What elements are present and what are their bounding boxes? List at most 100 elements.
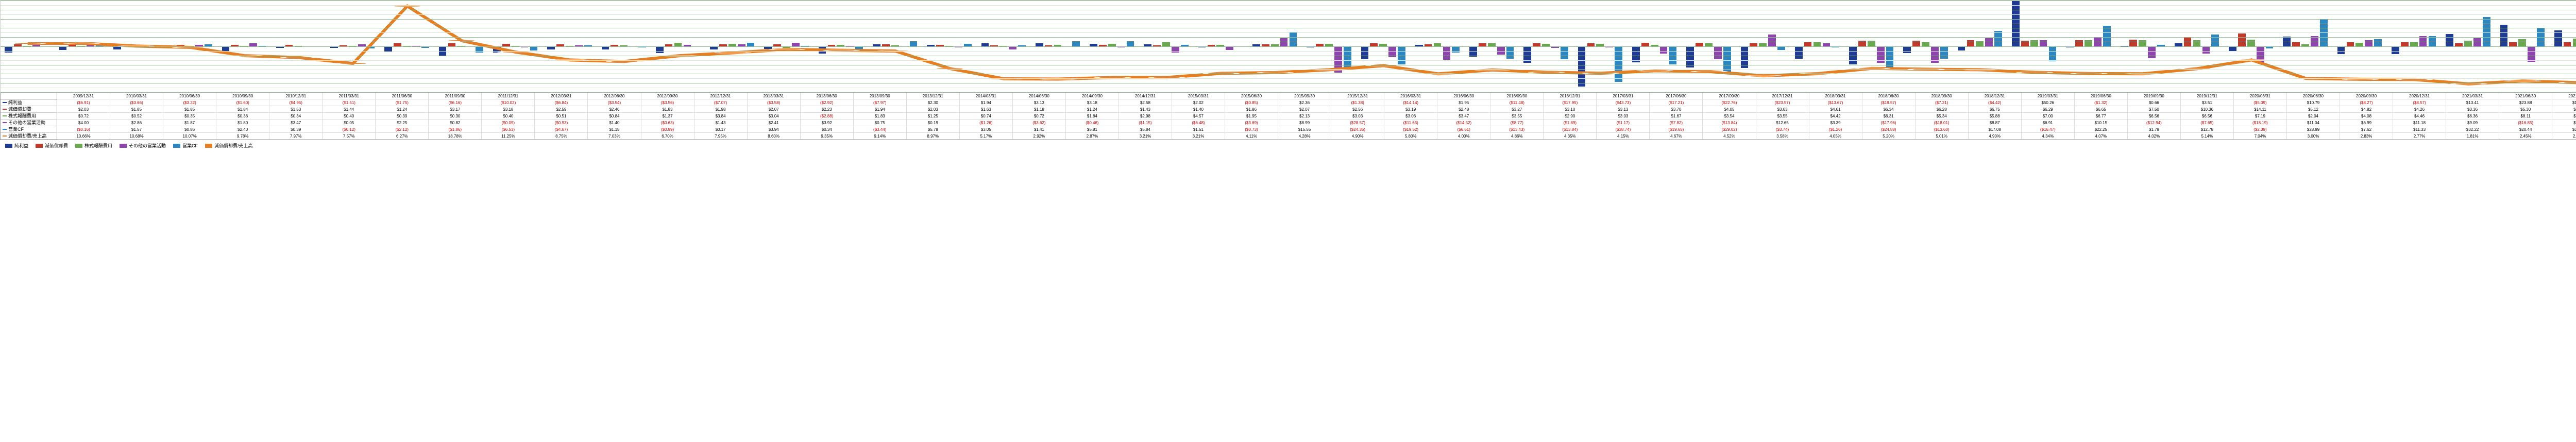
- table-col: 2010/06/30($3.22)$1.85$0.35$1.87$0.8610.…: [163, 93, 216, 140]
- table-col: 2011/06/30($1.75)$1.24$0.39$2.25($2.12)6…: [376, 93, 429, 140]
- col-header: 2015/06/30: [1225, 93, 1278, 99]
- table-cell: ($13.84): [1544, 126, 1596, 133]
- table-cell: $0.75: [854, 120, 906, 126]
- table-cell: $4.00: [57, 120, 110, 126]
- table-cell: 5.14%: [2181, 133, 2233, 140]
- table-cell: $0.19: [907, 120, 959, 126]
- table-cell: $5.30: [2499, 106, 2552, 113]
- table-cell: 4.00%: [1437, 133, 1490, 140]
- table-col: 2009/12/31($6.91)$2.03$0.72$4.00($0.16)1…: [57, 93, 110, 140]
- table-cell: $11.33: [2393, 126, 2446, 133]
- table-cell: ($6.16): [429, 99, 481, 106]
- table-cell: $1.94: [960, 99, 1012, 106]
- table-cell: $0.82: [429, 120, 481, 126]
- table-col: 2019/06/30($1.32)$6.65$6.77$10.15$22.254…: [2075, 93, 2128, 140]
- table-cell: ($3.22): [163, 99, 216, 106]
- col-header: 2017/09/30: [1703, 93, 1755, 99]
- table-cell: $1.57: [110, 126, 163, 133]
- table-cell: ($13.67): [1809, 99, 1862, 106]
- bar-sbc: [2139, 40, 2146, 46]
- table-cell: 2.77%: [2393, 133, 2446, 140]
- table-cell: ($6.48): [1172, 120, 1225, 126]
- table-cell: ($14.14): [1384, 99, 1437, 106]
- table-cell: $3.55: [1756, 113, 1809, 120]
- table-cell: $8.52: [2552, 113, 2576, 120]
- bar-dep: [1641, 43, 1649, 46]
- chart-container: 单位：百万USD ($50)($40)($30)($20)($10)$0$10$…: [0, 0, 2576, 151]
- table-cell: $7.19: [2234, 113, 2286, 120]
- bar-dep: [2564, 42, 2571, 46]
- table-cell: $12.65: [1756, 120, 1809, 126]
- table-cell: ($7.21): [1916, 99, 1968, 106]
- table-cell: 5.17%: [960, 133, 1012, 140]
- table-cell: $4.46: [2393, 113, 2446, 120]
- table-col: 2016/03/31($14.14)$3.19$3.06($11.63)($19…: [1384, 93, 1437, 140]
- table-cell: $32.94: [2552, 126, 2576, 133]
- table-cell: $2.02: [1172, 99, 1225, 106]
- table-col: 2015/03/31$2.02$1.40$4.57($6.48)$1.513.2…: [1172, 93, 1225, 140]
- table-cell: ($13.84): [1703, 120, 1755, 126]
- col-header: 2016/09/30: [1490, 93, 1543, 99]
- table-cell: $2.40: [216, 126, 269, 133]
- table-cell: $3.05: [960, 126, 1012, 133]
- table-cell: $3.27: [1490, 106, 1543, 113]
- table-cell: 4.86%: [1490, 133, 1543, 140]
- table-cell: ($22.76): [1703, 99, 1755, 106]
- legend-item: 減価償却費: [36, 142, 68, 149]
- table-cell: 2.45%: [2499, 133, 2552, 140]
- table-col: 2010/03/31($3.66)$1.85$0.52$2.86$1.5710.…: [110, 93, 163, 140]
- table-cell: $3.47: [269, 120, 322, 126]
- table-col: 2019/03/31$50.26$6.29$7.00$6.91($16.47)4…: [2022, 93, 2075, 140]
- table-cell: ($17.21): [1650, 99, 1702, 106]
- bar-ni: [2337, 46, 2345, 54]
- table-cell: ($3.69): [1225, 120, 1278, 126]
- col-header: 2020/03/31: [2234, 93, 2286, 99]
- bar-ocf: [1561, 46, 1568, 59]
- y-left-tick: $20: [0, 25, 1, 30]
- col-header: 2011/03/31: [323, 93, 375, 99]
- col-header: 2015/09/30: [1278, 93, 1331, 99]
- table-cell: $12.78: [2181, 126, 2233, 133]
- table-col: 2019/09/30$0.66$7.50$6.56($12.94)$1.784.…: [2128, 93, 2181, 140]
- table-cell: ($0.63): [641, 120, 694, 126]
- col-header: 2016/12/31: [1544, 93, 1596, 99]
- table-cell: $0.84: [588, 113, 640, 120]
- table-cell: $5.34: [1916, 113, 1968, 120]
- table-cell: $1.44: [323, 106, 375, 113]
- table-cell: $3.17: [429, 106, 481, 113]
- table-cell: ($18.01): [1916, 120, 1968, 126]
- table-col: 2020/12/31($8.57)$4.26$4.46$11.18$11.332…: [2393, 93, 2446, 140]
- bar-oth: [2528, 46, 2535, 62]
- bar-ocf: [1506, 46, 1514, 59]
- table-cell: $1.85: [110, 106, 163, 113]
- col-header: 2013/06/30: [801, 93, 853, 99]
- table-cell: $5.88: [1969, 113, 2021, 120]
- table-cell: ($18.19): [2234, 120, 2286, 126]
- table-cell: ($1.26): [960, 120, 1012, 126]
- table-cell: ($3.44): [854, 126, 906, 133]
- table-cell: 18.78%: [429, 133, 481, 140]
- table-cell: $1.95: [1437, 99, 1490, 106]
- col-header: 2012/03/31: [535, 93, 587, 99]
- bar-sbc: [1162, 42, 1170, 46]
- legend-item: 株式報酬費用: [75, 142, 112, 149]
- bar-oth: [1985, 38, 1993, 46]
- bar-ni: [656, 46, 664, 53]
- table-cell: $2.90: [1544, 113, 1596, 120]
- table-cell: 2.92%: [1013, 133, 1065, 140]
- table-cell: $1.95: [1225, 113, 1278, 120]
- table-cell: ($23.57): [1756, 99, 1809, 106]
- table-cell: 3.58%: [1756, 133, 1809, 140]
- table-cell: ($16.47): [2022, 126, 2074, 133]
- row-labels: 純利益減価償却費株式報酬費用その他の営業活動営業CF減価償却費/売上高: [1, 93, 57, 140]
- bar-sbc: [1814, 42, 1821, 46]
- table-cell: $0.34: [269, 113, 322, 120]
- table-cell: $17.08: [1969, 126, 2021, 133]
- table-cell: ($38.74): [1597, 126, 1649, 133]
- table-cell: ($3.58): [748, 99, 800, 106]
- table-cell: $6.36: [2446, 113, 2499, 120]
- table-cell: $6.29: [2022, 106, 2074, 113]
- data-table: 純利益減価償却費株式報酬費用その他の営業活動営業CF減価償却費/売上高 2009…: [0, 93, 2576, 140]
- table-cell: $1.85: [163, 106, 216, 113]
- y-left-tick: $30: [0, 16, 1, 22]
